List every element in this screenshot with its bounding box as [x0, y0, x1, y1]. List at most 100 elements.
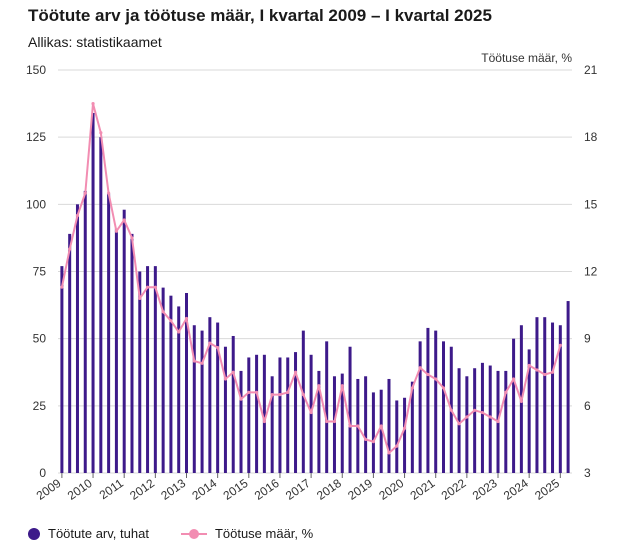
- line-point: [138, 296, 142, 300]
- bar: [473, 368, 477, 473]
- bar: [75, 204, 79, 474]
- x-tick-label: 2020: [376, 476, 406, 503]
- bar: [216, 322, 220, 473]
- legend-item-bars[interactable]: Töötute arv, tuhat: [28, 526, 149, 541]
- bar: [68, 233, 72, 473]
- bar: [527, 349, 531, 473]
- line-point: [465, 415, 469, 419]
- bar: [122, 209, 126, 473]
- left-axis-tick-label: 50: [33, 332, 47, 346]
- bar: [480, 362, 484, 473]
- bar: [340, 373, 344, 473]
- bar: [504, 370, 508, 473]
- bar: [558, 325, 562, 473]
- line-point: [364, 437, 368, 442]
- line-point: [527, 363, 531, 368]
- line-point: [223, 377, 228, 381]
- line-point: [410, 386, 414, 390]
- x-tick-label: 2011: [97, 476, 126, 502]
- left-axis-tick-label: 75: [33, 265, 47, 279]
- line-point: [239, 397, 243, 401]
- right-axis-tick-label: 9: [584, 332, 591, 346]
- line-point: [402, 426, 407, 430]
- line-point: [208, 341, 212, 345]
- bar: [223, 346, 227, 473]
- line-point: [395, 444, 399, 448]
- x-tick-label: 2025: [532, 476, 562, 503]
- x-tick-label: 2013: [158, 476, 188, 503]
- line-point: [480, 410, 485, 415]
- x-tick-label: 2023: [470, 476, 500, 503]
- line-point: [301, 393, 305, 397]
- line-point: [114, 229, 119, 233]
- bar: [395, 400, 399, 473]
- line-point: [130, 236, 134, 240]
- line-point: [161, 310, 165, 314]
- line-point: [309, 410, 313, 415]
- legend: Töötute arv, tuhat Töötuse määr, %: [28, 526, 313, 541]
- bar: [418, 341, 422, 473]
- line-point: [270, 393, 274, 397]
- line-point: [145, 285, 150, 289]
- left-axis-tick-label: 0: [39, 466, 46, 480]
- left-axis-tick-label: 100: [26, 197, 46, 211]
- line-point: [184, 316, 189, 321]
- x-tick-label: 2019: [345, 476, 375, 503]
- line-point: [519, 399, 523, 403]
- bar: [130, 233, 134, 473]
- bar: [317, 370, 321, 473]
- line-point: [293, 370, 298, 374]
- bar: [348, 346, 352, 473]
- bar: [566, 301, 570, 473]
- bar: [169, 295, 173, 473]
- line-point: [83, 191, 87, 195]
- bar: [107, 193, 111, 473]
- bar: [512, 338, 516, 473]
- bar: [114, 228, 118, 473]
- line-point: [200, 361, 204, 365]
- bar: [177, 306, 181, 473]
- bar: [161, 287, 165, 473]
- x-tick-label: 2010: [65, 476, 95, 503]
- bar: [387, 378, 391, 473]
- x-tick-label: 2016: [252, 476, 282, 503]
- line-point: [99, 131, 103, 135]
- right-axis-tick-label: 12: [584, 265, 598, 279]
- bar: [426, 327, 430, 473]
- bar: [543, 317, 547, 473]
- line-point: [286, 390, 290, 394]
- bar: [83, 190, 87, 473]
- line-point: [434, 377, 438, 381]
- legend-item-line[interactable]: Töötuse määr, %: [180, 526, 313, 541]
- line-point: [340, 384, 344, 388]
- line-point: [457, 422, 461, 426]
- legend-bars-label: Töötute arv, tuhat: [48, 526, 149, 541]
- line-point: [543, 372, 547, 377]
- chart-title: Töötute arv ja töötuse määr, I kvartal 2…: [28, 6, 492, 25]
- bar: [255, 354, 259, 473]
- bar: [262, 354, 266, 473]
- x-tick-label: 2012: [127, 476, 157, 503]
- x-tick-label: 2018: [314, 476, 344, 503]
- bar: [247, 357, 251, 473]
- bar: [410, 381, 414, 473]
- bar: [278, 357, 282, 473]
- bar: [138, 271, 142, 473]
- line-point: [169, 319, 173, 323]
- bar: [239, 370, 243, 473]
- line-point: [177, 330, 181, 334]
- bar: [364, 376, 368, 473]
- line-point: [449, 408, 453, 412]
- line-point: [488, 415, 492, 419]
- chart-source: Allikas: statistikaamet: [28, 34, 162, 50]
- bar: [294, 352, 298, 473]
- bar: [551, 322, 555, 473]
- chart-area: 0 3 25 6 50 9 75 12 100 15 125 18 150 21 Töötuse määr,…: [26, 51, 598, 503]
- x-tick-label: 2024: [501, 476, 531, 503]
- line-point: [153, 285, 157, 289]
- line-point: [550, 370, 555, 374]
- line-point: [504, 390, 508, 394]
- line-point: [75, 213, 80, 218]
- left-axis-tick-label: 150: [26, 63, 46, 77]
- left-axis-tick-label: 25: [33, 399, 47, 413]
